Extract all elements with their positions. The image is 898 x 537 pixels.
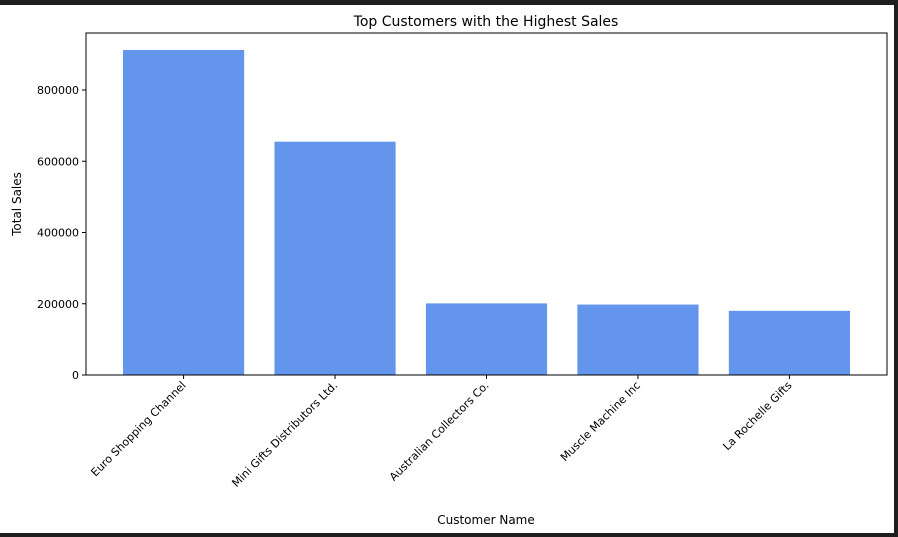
y-axis-label: Total Sales — [10, 172, 24, 237]
bar-chart: Top Customers with the Highest Sales 0 20… — [10, 14, 888, 527]
bar-1 — [123, 49, 245, 375]
x-axis-label: Customer Name — [437, 513, 535, 527]
y-tick-label: 600000 — [37, 155, 79, 168]
bar-5 — [728, 310, 850, 375]
y-tick-label: 200000 — [37, 298, 79, 311]
x-tick-label: Mini Gifts Distributors Ltd. — [229, 379, 340, 490]
y-tick-label: 0 — [72, 369, 79, 382]
chart-figure: Top Customers with the Highest Sales 0 20… — [0, 5, 894, 533]
bar-3 — [425, 303, 548, 375]
y-tick-label: 800000 — [37, 84, 79, 97]
bar-2 — [274, 141, 396, 375]
y-tick-label: 400000 — [37, 227, 79, 240]
x-tick-label: Australian Collectors Co. — [387, 379, 492, 484]
x-tick-label: Muscle Machine Inc — [558, 379, 643, 464]
chart-title: Top Customers with the Highest Sales — [353, 14, 619, 30]
x-tick-label: Euro Shopping Channel — [88, 379, 188, 479]
x-tick-label: La Rochelle Gifts — [720, 379, 794, 453]
bar-4 — [577, 304, 699, 375]
